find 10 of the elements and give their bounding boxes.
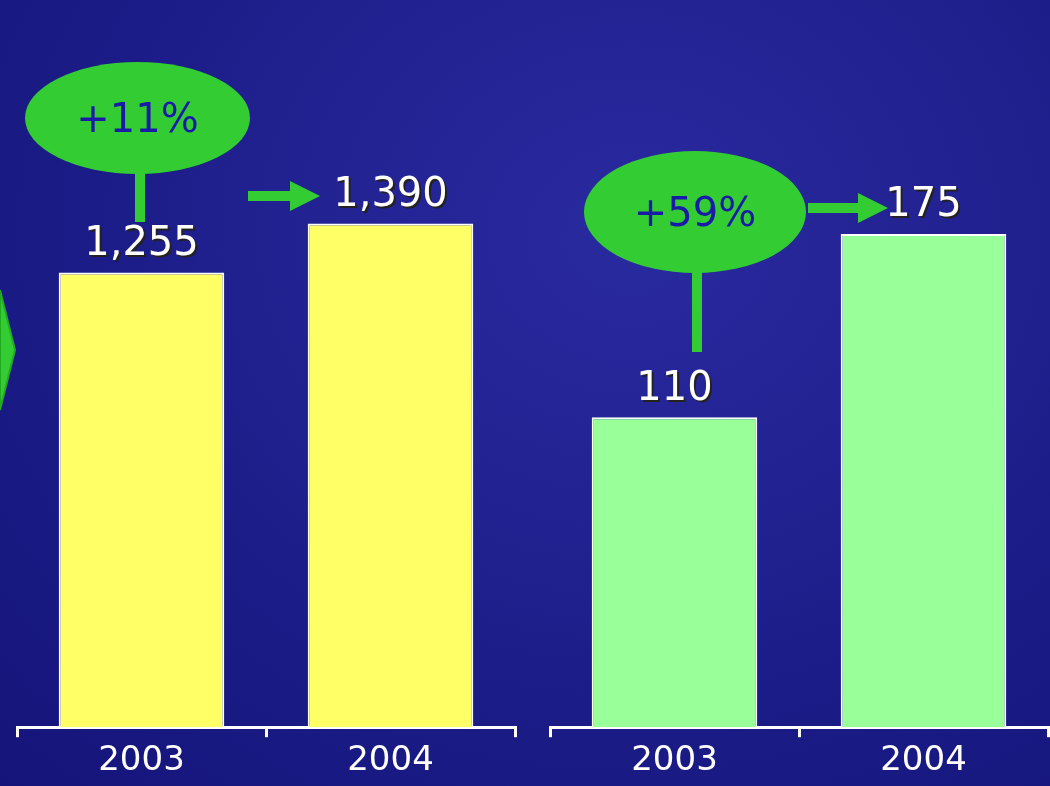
x-tick-label: 2004	[880, 738, 967, 779]
x-tick-label: 2004	[347, 738, 434, 779]
x-tick-label: 2003	[98, 738, 185, 779]
x-tick-label: 2003	[631, 738, 718, 779]
ellipse-callout: +59%	[584, 151, 806, 273]
data-label: 110	[638, 364, 715, 411]
data-label: 1,255	[86, 219, 201, 266]
data-label: 175	[887, 181, 964, 228]
ellipse-callout: +11%	[25, 62, 250, 174]
data-label: 1,390	[335, 171, 450, 218]
